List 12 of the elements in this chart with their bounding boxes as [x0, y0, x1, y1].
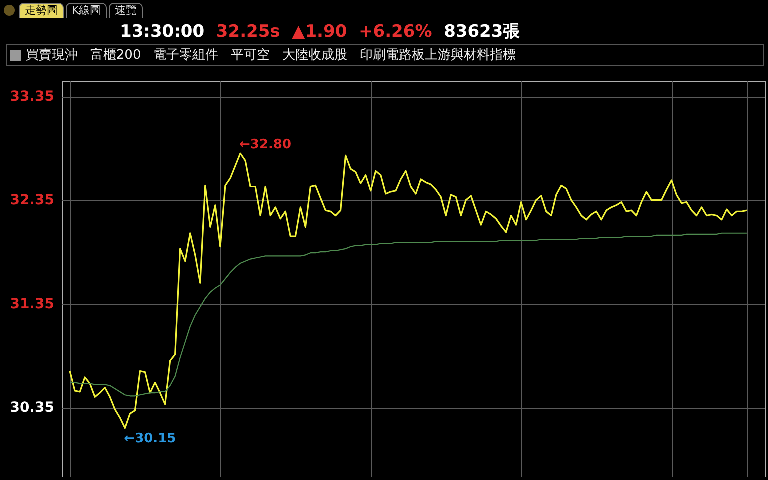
annotation: ←30.15 [124, 431, 176, 446]
text: K線圖 [66, 2, 108, 18]
chart-title: 13:30:00 32.25s ▲1.90 +6.26% 83623張 [120, 22, 520, 42]
text: 速覽 [109, 2, 144, 18]
line-series [69, 152, 748, 430]
annotation: ←32.80 [240, 138, 292, 153]
line-series [69, 232, 748, 397]
y-tick-label: 32.35 [10, 192, 54, 209]
y-tick-label: 31.35 [10, 296, 54, 312]
y-tick-label: 33.35 [10, 89, 54, 106]
chart-subtitle: 買賣現沖 富櫃200 電子零組件 平可空 大陸收成股 印刷電路板上游與材料指標 [26, 47, 516, 64]
y-tick-label: 30.35 [10, 400, 54, 416]
